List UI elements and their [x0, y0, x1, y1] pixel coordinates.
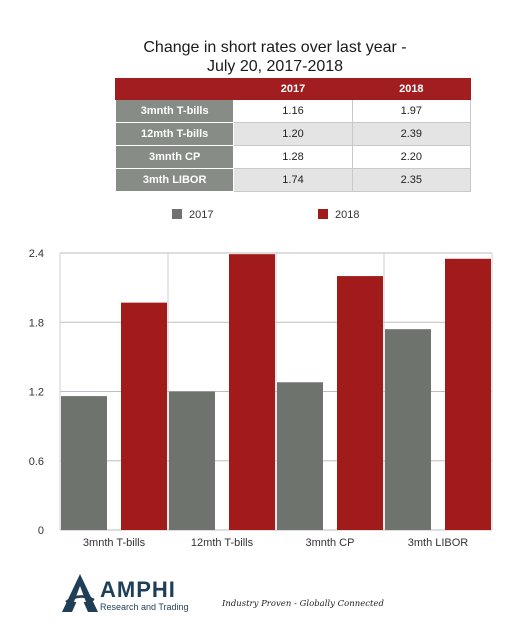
y-tick-label: 1.8 [29, 317, 44, 329]
y-tick-label: 1.2 [29, 387, 44, 399]
bar-2018-1 [229, 254, 275, 530]
brand-subtitle: Research and Trading [100, 602, 189, 612]
table-cell-2018: 2.39 [351, 122, 472, 146]
x-tick-label: 3mnth T-bills [83, 537, 146, 549]
amphi-logo-icon [62, 574, 98, 612]
data-table: 2017 2018 3mnth T-bills 1.16 1.97 12mth … [114, 78, 472, 192]
table-cell-2017: 1.16 [233, 99, 353, 123]
table-cell-2017: 1.20 [233, 122, 353, 146]
bar-2018-3 [445, 258, 491, 530]
table-cell-2017: 1.28 [233, 145, 353, 169]
x-tick-label: 12mth T-bills [191, 537, 254, 549]
table-cell-2018: 2.35 [351, 168, 472, 192]
bar-2017-1 [169, 391, 215, 530]
y-tick-label: 2.4 [29, 248, 44, 260]
legend-swatch-2018 [318, 209, 328, 219]
table-cell-2018: 1.97 [351, 99, 472, 123]
table-cell-2018: 2.20 [351, 145, 472, 169]
table-header-2018: 2018 [351, 78, 472, 100]
bar-2018-2 [337, 276, 383, 530]
chart-title-line-1: Change in short rates over last year - [143, 39, 407, 56]
bar-2017-0 [61, 396, 107, 530]
brand-name: AMPHI [100, 577, 176, 602]
tagline: Industry Proven - Globally Connected [222, 599, 384, 609]
table-header-2017: 2017 [233, 78, 353, 100]
bar-2018-0 [121, 302, 167, 530]
y-tick-label: 0.6 [29, 456, 44, 468]
table-row: 12mth T-bills 1.20 2.39 [114, 122, 472, 146]
table-row: 3mth LIBOR 1.74 2.35 [114, 168, 472, 192]
bar-2017-3 [385, 329, 431, 530]
x-tick-label: 3mth LIBOR [408, 537, 469, 549]
legend-swatch-2017 [172, 209, 182, 219]
x-tick-label: 3mnth CP [306, 537, 355, 549]
legend-label-2017: 2017 [189, 209, 213, 221]
table-row-label: 3mth LIBOR [114, 168, 235, 192]
table-row: 3mnth CP 1.28 2.20 [114, 145, 472, 169]
bar-chart: 2017 2018 0 0.6 1.2 1.8 2.4 3mnth T-bills 12mth … [29, 209, 493, 549]
bar-2017-2 [277, 382, 323, 530]
table-row-label: 12mth T-bills [114, 122, 235, 146]
table-header-blank [114, 78, 235, 100]
table-row-label: 3mnth T-bills [114, 99, 235, 123]
table-row: 3mnth T-bills 1.16 1.97 [114, 99, 472, 123]
table-row-label: 3mnth CP [114, 145, 235, 169]
table-cell-2017: 1.74 [233, 168, 353, 192]
legend-label-2018: 2018 [335, 209, 359, 221]
y-tick-label: 0 [38, 525, 44, 537]
table-header-row: 2017 2018 [114, 78, 472, 100]
chart-title-line-2: July 20, 2017-2018 [206, 58, 344, 75]
